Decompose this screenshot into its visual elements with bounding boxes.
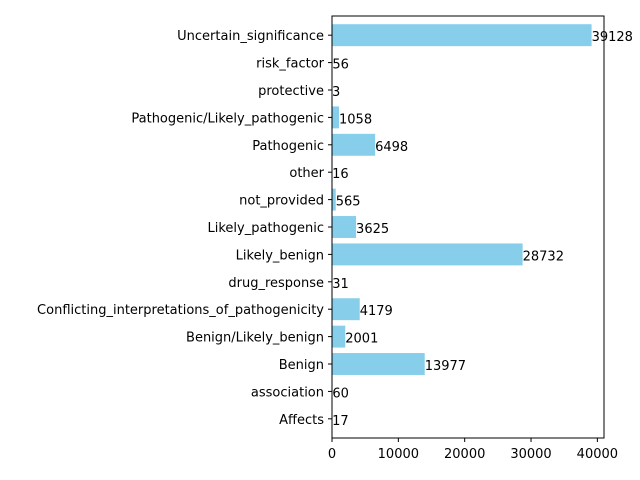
category-label: drug_response <box>228 276 324 291</box>
bar-conflicting-interpretations-of-pathogenicity <box>332 298 360 321</box>
category-label: Uncertain_significance <box>177 29 324 44</box>
x-tick-label: 20000 <box>444 447 485 462</box>
x-tick-label: 30000 <box>510 447 551 462</box>
category-label: Affects <box>279 413 324 428</box>
bars-layer <box>332 24 592 430</box>
category-label: Benign/Likely_benign <box>186 331 324 346</box>
bar-value-label: 2001 <box>345 332 378 347</box>
bar-benign <box>332 353 425 375</box>
bar-value-label: 31 <box>332 277 349 292</box>
category-label: Likely_benign <box>236 248 324 263</box>
bar-value-label: 28732 <box>523 249 564 264</box>
bar-value-label: 56 <box>332 58 349 73</box>
category-label: association <box>251 385 324 400</box>
category-label: Conflicting_interpretations_of_pathogeni… <box>37 303 324 318</box>
category-labels-layer: Affects association Benign Benign/Likely_be… <box>37 29 332 428</box>
bar-pathogenic-likely-pathogenic <box>332 106 340 129</box>
x-tick-label: 0 <box>328 447 336 462</box>
x-tick-label: 40000 <box>577 447 618 462</box>
category-label: not_provided <box>239 194 324 209</box>
bar-likely-benign <box>332 243 523 266</box>
bar-value-label: 3 <box>332 85 340 100</box>
x-tick-label: 10000 <box>378 447 419 462</box>
bar-value-label: 17 <box>332 414 349 429</box>
bar-value-label: 565 <box>336 195 361 210</box>
bar-value-label: 6498 <box>375 140 408 155</box>
bar-value-label: 3625 <box>356 222 389 237</box>
category-label: Benign <box>279 358 324 373</box>
x-ticks-layer: 0 10000 20000 30000 40000 <box>328 438 618 462</box>
category-label: risk_factor <box>256 57 324 72</box>
bar-benign-likely-benign <box>332 325 346 348</box>
category-label: other <box>289 166 324 181</box>
bar-pathogenic <box>332 133 376 156</box>
bar-value-label: 60 <box>332 386 349 401</box>
category-label: Likely_pathogenic <box>208 221 324 236</box>
bar-value-label: 39128 <box>592 30 633 45</box>
bar-value-label: 13977 <box>425 359 466 374</box>
category-label: Pathogenic/Likely_pathogenic <box>131 111 324 126</box>
plot-frame <box>331 15 605 439</box>
category-label: Pathogenic <box>252 139 324 154</box>
category-label: protective <box>258 84 324 99</box>
bar-not-provided <box>332 188 336 211</box>
data-labels-layer: 17 60 13977 2001 4179 31 28732 3625 565 16 6498105… <box>332 30 633 429</box>
bar-value-label: 4179 <box>360 304 393 319</box>
bar-uncertain-significance <box>332 24 592 47</box>
bar-value-label: 1058 <box>339 112 372 127</box>
bar-value-label: 16 <box>332 167 349 182</box>
bar-likely-pathogenic <box>332 216 357 238</box>
